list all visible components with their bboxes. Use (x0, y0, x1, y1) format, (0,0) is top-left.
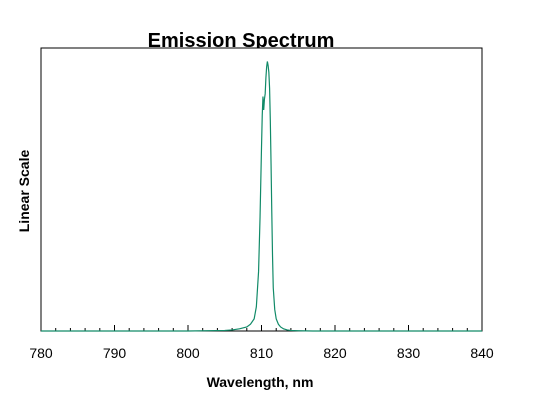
series-line (41, 61, 482, 332)
x-tick-labels: 780 790 800 810 820 830 840 (29, 345, 494, 361)
x-tick-label: 780 (29, 345, 53, 361)
x-tick-label: 830 (397, 345, 421, 361)
y-axis-label: Linear Scale (16, 150, 32, 233)
x-tick-label: 790 (103, 345, 127, 361)
x-tick-label: 810 (250, 345, 274, 361)
x-tick-label: 840 (470, 345, 494, 361)
plot-area (40, 47, 483, 332)
x-axis-label: Wavelength, nm (207, 374, 314, 390)
x-tick-label: 800 (176, 345, 200, 361)
chart-title: Emission Spectrum (148, 30, 335, 52)
x-tick-label: 820 (323, 345, 347, 361)
major-ticks (40, 325, 483, 331)
